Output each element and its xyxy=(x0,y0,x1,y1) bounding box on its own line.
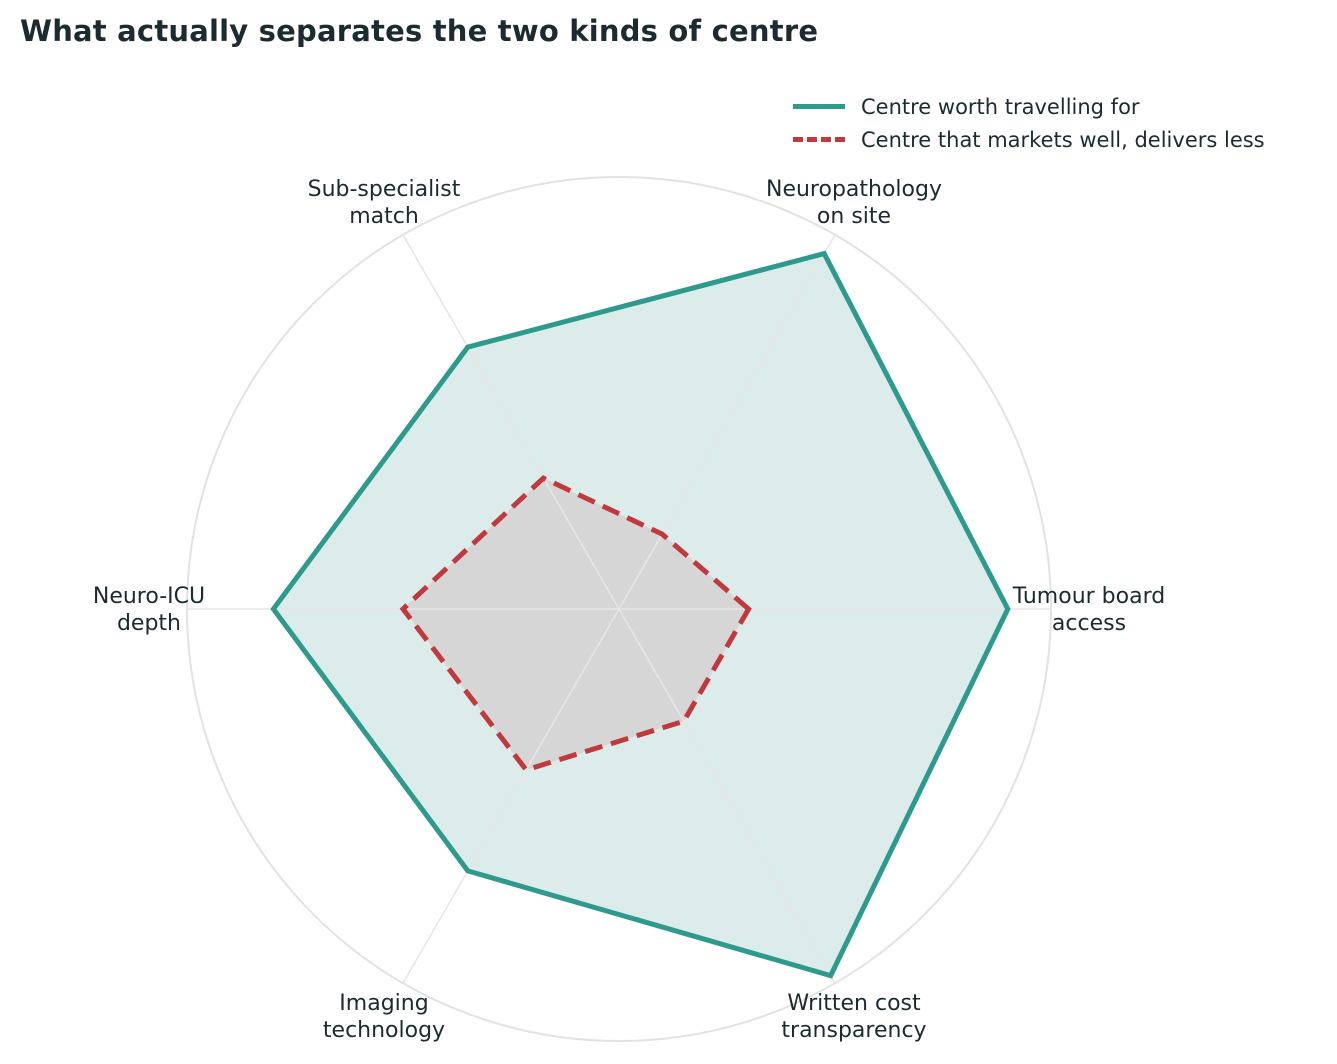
legend-swatch-dashed xyxy=(793,137,845,142)
legend-item-worth-travelling: Centre worth travelling for xyxy=(793,90,1265,123)
grid-spoke xyxy=(402,234,620,610)
axis-label: Written cost transparency xyxy=(781,991,926,1043)
legend-item-markets-well: Centre that markets well, delivers less xyxy=(793,123,1265,156)
legend-label: Centre worth travelling for xyxy=(861,94,1140,119)
axis-label: Imaging technology xyxy=(323,991,445,1043)
grid-spoke xyxy=(402,608,620,984)
axis-label: Neuro-ICU depth xyxy=(93,584,205,636)
axis-label: Neuropathology on site xyxy=(766,177,942,229)
series-line-1 xyxy=(399,475,752,773)
series-fill-1 xyxy=(403,478,749,770)
series-line-0 xyxy=(270,250,1011,979)
grid-spoke xyxy=(618,608,836,984)
legend-swatch-solid xyxy=(793,104,845,109)
grid-spoke xyxy=(618,234,836,610)
legend-label: Centre that markets well, delivers less xyxy=(861,127,1265,152)
legend: Centre worth travelling for Centre that … xyxy=(793,90,1265,156)
axis-label: Sub-specialist match xyxy=(308,177,461,229)
axis-label: Tumour board access xyxy=(1012,584,1165,636)
chart-title: What actually separates the two kinds of… xyxy=(20,14,819,48)
